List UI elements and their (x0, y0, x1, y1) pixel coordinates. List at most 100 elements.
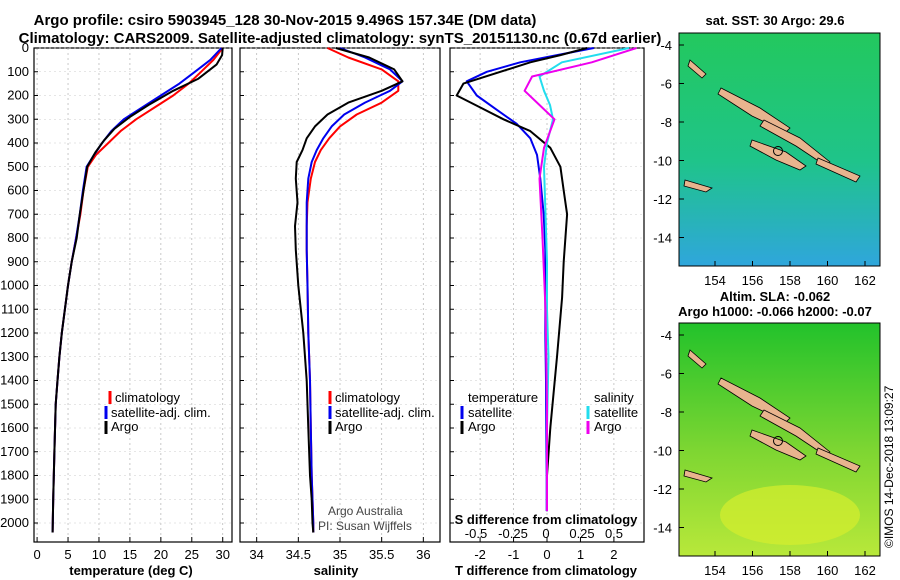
difference-top-label: S difference from climatology (455, 512, 639, 527)
island-shape (683, 179, 713, 193)
salinity-lines (240, 47, 440, 542)
legend-climatology-label: climatology (115, 390, 181, 405)
depth-tick-label: 1500 (0, 396, 29, 411)
sst-map: sat. SST: 30 Argo: 29.6 -4-6-8-10-12-14 … (653, 13, 881, 288)
legend-argo-label: Argo (111, 419, 138, 434)
map-lat-label: -6 (660, 367, 672, 382)
credit-line2: PI: Susan Wijffels (318, 519, 412, 533)
series-line-climatology (51, 47, 224, 533)
legend-s-satellite-label: satellite (594, 405, 638, 420)
sst-map-title: sat. SST: 30 Argo: 29.6 (706, 13, 845, 28)
map-lat-label: -12 (653, 482, 672, 497)
map-lat-label: -14 (653, 231, 672, 246)
map-lat-label: -12 (653, 192, 672, 207)
x-tick-label: 0 (33, 547, 40, 562)
map-lon-label: 156 (742, 273, 764, 288)
figure-title-line2: Climatology: CARS2009. Satellite-adjuste… (19, 30, 662, 47)
x-tick-label: 36 (416, 547, 430, 562)
depth-tick-label: 100 (7, 64, 29, 79)
salinity-legend: climatology satellite-adj. clim. Argo (328, 390, 435, 434)
temperature-legend: climatology satellite-adj. clim. Argo (104, 390, 211, 434)
legend-salinity-title: salinity (594, 390, 634, 405)
difference-xlabel: T difference from climatology (455, 563, 638, 578)
map-lon-label: 156 (742, 563, 764, 578)
salinity-panel: 34 34.5 35 35.5 36 salinity climatology sate… (239, 47, 441, 578)
legend-t-satellite-label: satellite (468, 405, 512, 420)
depth-tick-label: 900 (7, 254, 29, 269)
legend-s-argo-label: Argo (594, 419, 621, 434)
salinity-xticks: 34 34.5 35 35.5 36 (240, 47, 431, 562)
depth-tick-label: 1100 (1, 301, 29, 316)
sla-map-xticks: 154 156 158 160 162 (704, 551, 876, 578)
map-lat-label: -14 (653, 521, 672, 536)
x-tick-label: 15 (123, 547, 137, 562)
series-line-t-argo (455, 47, 588, 512)
top-tick-label: -0.25 (498, 526, 528, 541)
depth-tick-label: 500 (7, 159, 29, 174)
island-shape (815, 447, 861, 473)
series-line-t-satellite (465, 47, 594, 512)
argo-position-marker (773, 436, 783, 446)
sla-high-anomaly (720, 485, 860, 545)
series-line-argo (51, 47, 224, 533)
depth-tick-label: 0 (22, 40, 29, 55)
x-tick-label: 34 (249, 547, 263, 562)
top-tick-label: 0.5 (605, 526, 623, 541)
series-line-satellite-adj-clim- (305, 47, 404, 533)
temperature-panel: 0 5 10 15 20 25 30 temperature (deg C) climato… (33, 47, 233, 578)
map-lon-label: 162 (854, 563, 876, 578)
temperature-xlabel: temperature (deg C) (69, 563, 193, 578)
depth-tick-label: 1600 (0, 420, 29, 435)
depth-tick-label: 700 (7, 206, 29, 221)
figure-title-line1: Argo profile: csiro 5903945_128 30-Nov-2… (34, 12, 537, 29)
map-lat-label: -10 (653, 154, 672, 169)
sla-map-title-line1: Altim. SLA: -0.062 (720, 289, 831, 304)
series-line-s-satellite (538, 47, 630, 512)
x-tick-label: 1 (577, 547, 584, 562)
legend-temperature-title: temperature (468, 390, 538, 405)
x-tick-label: 5 (64, 547, 71, 562)
map-lat-label: -8 (660, 405, 672, 420)
x-tick-label: 35.5 (369, 547, 394, 562)
map-lon-label: 158 (779, 273, 801, 288)
depth-tick-label: 300 (7, 111, 29, 126)
sla-map-yticks: -4 -6 -8 -10 -12 -14 (653, 328, 684, 536)
series-line-satellite-adj-clim- (51, 47, 223, 533)
map-lon-label: 160 (817, 273, 839, 288)
x-tick-label: 20 (154, 547, 168, 562)
depth-tick-label: 400 (7, 135, 29, 150)
depth-tick-label: 1000 (0, 278, 29, 293)
depth-tick-label: 1700 (0, 444, 29, 459)
temperature-lines (34, 47, 232, 542)
temperature-frame (33, 47, 233, 543)
legend-climatology-label: climatology (335, 390, 401, 405)
argo-position-marker (773, 146, 783, 156)
legend-satellite-label: satellite-adj. clim. (335, 405, 435, 420)
depth-tick-label: 800 (7, 230, 29, 245)
difference-legend: temperature satellite Argo salinity sate… (460, 390, 638, 434)
x-tick-label: -2 (474, 547, 486, 562)
credit-line1: Argo Australia (328, 504, 403, 518)
x-tick-label: 35 (333, 547, 347, 562)
sla-map: Altim. SLA: -0.062 Argo h1000: -0.066 h2… (653, 289, 881, 578)
difference-xticks: -2 -1 0 1 2 (450, 47, 618, 562)
x-tick-label: -1 (508, 547, 520, 562)
x-tick-label: 0 (543, 547, 550, 562)
map-lon-label: 158 (779, 563, 801, 578)
map-lat-label: -4 (660, 38, 672, 53)
x-tick-label: 34.5 (286, 547, 311, 562)
x-tick-label: 10 (92, 547, 106, 562)
series-line-s-argo (523, 47, 637, 512)
top-tick-label: 0 (542, 526, 549, 541)
temperature-xticks: 0 5 10 15 20 25 30 (33, 47, 230, 562)
depth-tick-label: 600 (7, 183, 29, 198)
depth-tick-label: 1800 (0, 468, 29, 483)
salinity-xlabel: salinity (314, 563, 360, 578)
x-tick-label: 2 (610, 547, 617, 562)
depth-tick-label: 1200 (0, 325, 29, 340)
sla-map-title-line2: Argo h1000: -0.066 h2000: -0.07 (678, 304, 872, 319)
x-tick-label: 25 (185, 547, 199, 562)
map-lon-label: 154 (704, 563, 726, 578)
island-shape (687, 59, 707, 79)
